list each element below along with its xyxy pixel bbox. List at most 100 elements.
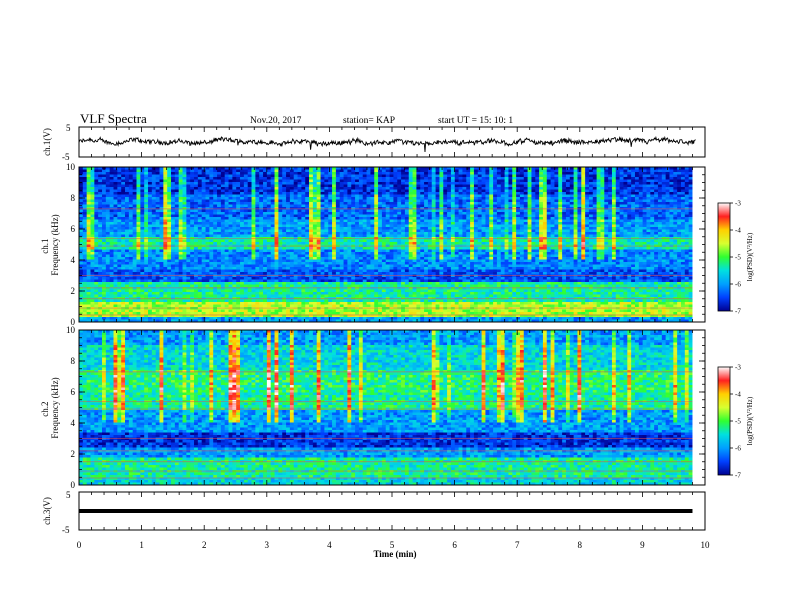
spectrogram-cell [113,212,118,215]
spectrogram-cell [638,202,644,205]
spectrogram-cell [562,192,567,195]
spectrogram-cell [220,212,226,215]
spectrogram-cell [178,239,183,243]
spectrogram-cell [466,182,471,185]
spectrogram-cell [86,207,91,210]
spectrogram-cell [496,192,502,195]
spectrogram-cell [427,232,433,235]
spectrogram-cell [309,177,314,180]
spectrogram-cell [393,222,398,225]
spectrogram-cell [255,234,260,238]
spectrogram-cell [550,204,555,208]
spectrogram-cell [512,172,517,175]
spectrogram-cell [673,217,678,220]
spectrogram-cell [251,179,256,183]
spectrogram-cell [105,187,111,190]
spectrogram-cell [293,229,298,233]
spectrogram-cell [151,239,157,243]
spectrogram-cell [646,214,651,218]
spectrogram-cell [558,209,563,213]
spectrogram-cell [381,189,387,193]
spectrogram-cell [82,172,88,175]
spectrogram-cell [278,212,283,215]
spectrogram-cell [447,219,452,223]
spectrogram-cell [623,232,628,235]
spectrogram-cell [305,189,310,193]
spectrogram-cell [358,214,364,218]
spectrogram-cell [489,239,494,243]
spectrogram-cell [171,202,176,205]
spectrogram-cell [550,199,555,203]
spectrogram-cell [447,224,452,228]
spectrogram-cell [569,192,575,195]
spectrogram-cell [247,219,252,223]
spectrogram-cell [562,167,567,170]
spectrogram-cell [182,234,187,238]
spectrogram-cell [228,219,233,223]
spectrogram-cell [481,229,486,233]
spectrogram-cell [627,177,632,180]
spectrogram-cell [573,182,578,185]
spectrogram-cell [132,219,137,223]
spectrogram-cell [404,232,410,235]
spectrogram-cell [634,219,640,223]
spectrogram-cell [274,229,279,233]
spectrogram-cell [155,179,160,183]
spectrogram-cell [397,224,402,228]
spectrogram-cell [401,197,406,200]
spectrogram-cell [642,174,647,178]
spectrogram-cell [550,224,555,228]
spectrogram-cell [278,219,283,223]
spectrogram-cell [121,184,126,188]
spectrogram-cell [171,239,176,243]
spectrogram-cell [324,177,329,180]
spectrogram-cell [627,239,632,243]
spectrogram-cell [128,172,134,175]
spectrogram-cell [447,192,452,195]
spectrogram-cell [562,172,567,175]
spectrogram-cell [500,192,505,195]
spectrogram-cell [266,234,272,238]
spectrogram-cell [604,204,609,208]
spectrogram-cell [98,172,103,175]
spectrogram-cell [86,192,91,195]
spectrogram-cell [374,204,379,208]
spectrogram-cell [519,179,525,183]
spectrogram-cell [113,219,118,223]
spectrogram-cell [585,232,590,235]
spectrogram-cell [148,174,153,178]
spectrogram-cell [508,224,513,228]
spectrogram-cell [646,207,651,210]
spectrogram-cell [266,214,272,218]
spectrogram-cell [523,207,528,210]
spectrogram-cell [370,174,375,178]
spectrogram-cell [389,234,394,238]
spectrogram-cell [554,184,559,188]
spectrogram-cell [504,239,509,243]
spectrogram-cell [654,189,659,193]
spectrogram-cell [86,189,91,193]
spectrogram-cell [493,204,498,208]
spectrogram-cell [473,239,479,243]
spectrogram-cell [358,189,364,193]
spectrogram-cell [174,212,180,215]
spectrogram-cell [86,199,91,203]
spectrogram-cell [243,179,249,183]
spectrogram-cell [255,172,260,175]
spectrogram-cell [228,184,233,188]
spectrogram-cell [439,239,444,243]
spectrogram-cell [661,189,667,193]
spectrogram-cell [500,229,505,233]
spectrogram-cell [600,209,605,213]
spectrogram-cell [608,167,613,170]
spectrogram-cell [167,209,172,213]
spectrogram-cell [554,179,559,183]
spectrogram-cell [608,169,613,173]
spectrogram-cell [439,184,444,188]
spectrogram-cell [577,209,582,213]
spectrogram-cell [86,194,91,198]
spectrogram-cell [481,182,486,185]
spectrogram-cell [274,214,279,218]
spectrogram-cell [297,229,302,233]
spectrogram-cell [171,207,176,210]
